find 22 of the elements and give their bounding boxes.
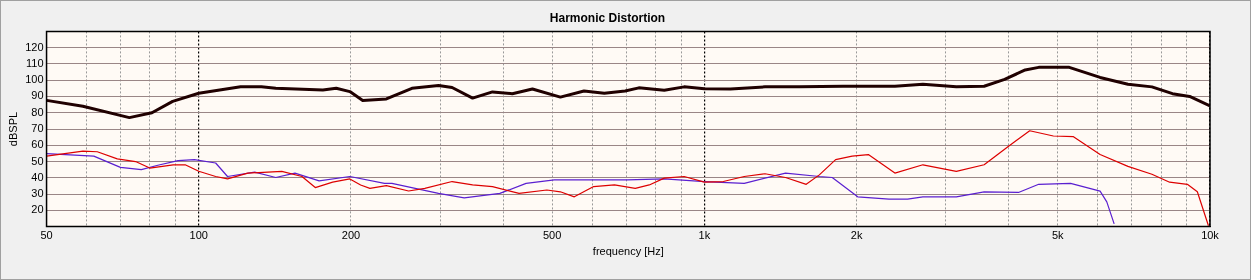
x-tick-label: 5k xyxy=(1051,229,1065,242)
y-tick-label: 50 xyxy=(31,154,44,167)
x-tick-label: 2k xyxy=(850,229,863,242)
y-tick-label: 110 xyxy=(26,56,44,69)
x-tick-label: 500 xyxy=(542,229,562,242)
x-tick-label: 200 xyxy=(341,229,361,242)
y-tick-label: 80 xyxy=(31,105,44,118)
y-tick-label: 20 xyxy=(31,203,44,216)
y-tick-label: 90 xyxy=(31,89,44,102)
x-axis-title: frequency [Hz] xyxy=(592,245,664,258)
x-tick-label: 1k xyxy=(698,229,711,242)
chart-title: Harmonic Distortion xyxy=(549,10,666,25)
x-tick-label: 100 xyxy=(189,229,208,242)
y-tick-label: 100 xyxy=(25,73,44,86)
y-tick-label: 30 xyxy=(31,187,44,200)
x-tick-label: 50 xyxy=(40,229,53,242)
y-axis-title: dBSPL xyxy=(6,111,19,147)
y-tick-label: 40 xyxy=(31,170,44,183)
y-tick-label: 60 xyxy=(31,138,44,151)
x-tick-label: 10k xyxy=(1201,229,1220,242)
y-tick-label: 120 xyxy=(25,40,44,53)
y-tick-label: 70 xyxy=(31,122,44,135)
